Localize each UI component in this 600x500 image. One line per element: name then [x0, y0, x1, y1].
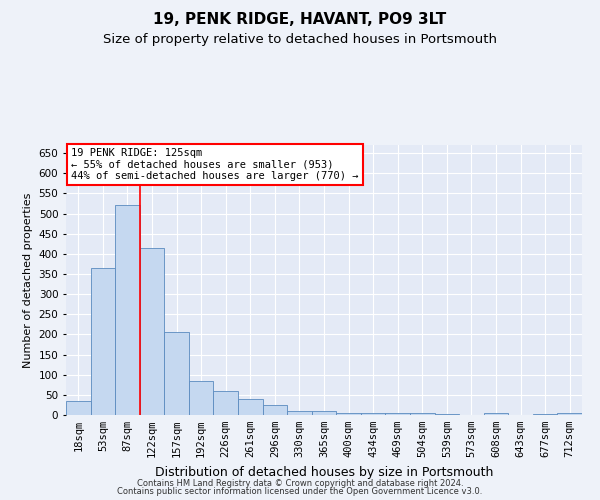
Bar: [115, 206, 140, 415]
Text: Contains public sector information licensed under the Open Government Licence v3: Contains public sector information licen…: [118, 487, 482, 496]
Text: Size of property relative to detached houses in Portsmouth: Size of property relative to detached ho…: [103, 32, 497, 46]
Bar: [238, 399, 263, 415]
Bar: [385, 413, 410, 415]
Text: Contains HM Land Registry data © Crown copyright and database right 2024.: Contains HM Land Registry data © Crown c…: [137, 478, 463, 488]
Text: 19, PENK RIDGE, HAVANT, PO9 3LT: 19, PENK RIDGE, HAVANT, PO9 3LT: [154, 12, 446, 28]
Y-axis label: Number of detached properties: Number of detached properties: [23, 192, 33, 368]
Bar: [214, 391, 238, 415]
Bar: [263, 405, 287, 415]
Bar: [336, 413, 361, 415]
Bar: [484, 413, 508, 415]
Text: 19 PENK RIDGE: 125sqm
← 55% of detached houses are smaller (953)
44% of semi-det: 19 PENK RIDGE: 125sqm ← 55% of detached …: [71, 148, 359, 181]
Bar: [361, 413, 385, 415]
Bar: [312, 411, 336, 415]
Bar: [66, 401, 91, 415]
Bar: [533, 414, 557, 415]
Bar: [91, 268, 115, 415]
X-axis label: Distribution of detached houses by size in Portsmouth: Distribution of detached houses by size …: [155, 466, 493, 478]
Bar: [189, 380, 214, 415]
Bar: [410, 413, 434, 415]
Bar: [287, 411, 312, 415]
Bar: [434, 414, 459, 415]
Bar: [164, 332, 189, 415]
Bar: [140, 248, 164, 415]
Bar: [557, 413, 582, 415]
